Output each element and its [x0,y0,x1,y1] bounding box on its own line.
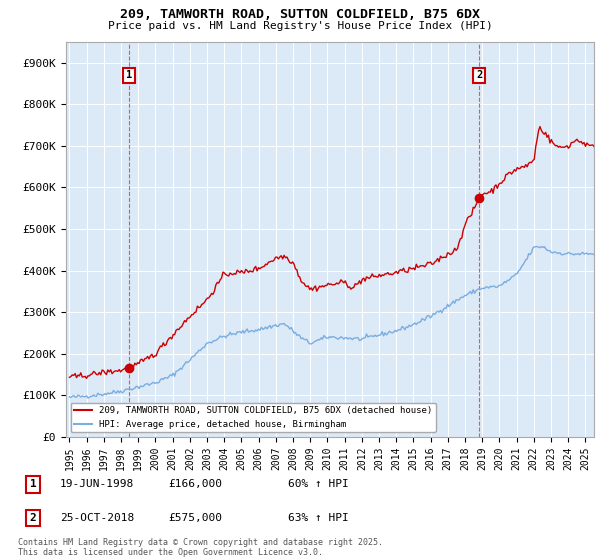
Text: £166,000: £166,000 [168,479,222,489]
Text: 60% ↑ HPI: 60% ↑ HPI [288,479,349,489]
Text: 2: 2 [476,70,482,80]
Legend: 209, TAMWORTH ROAD, SUTTON COLDFIELD, B75 6DX (detached house), HPI: Average pri: 209, TAMWORTH ROAD, SUTTON COLDFIELD, B7… [71,403,436,432]
Text: 25-OCT-2018: 25-OCT-2018 [60,513,134,523]
Text: 1: 1 [29,479,37,489]
Text: 2: 2 [29,513,37,523]
Text: 63% ↑ HPI: 63% ↑ HPI [288,513,349,523]
Text: 209, TAMWORTH ROAD, SUTTON COLDFIELD, B75 6DX: 209, TAMWORTH ROAD, SUTTON COLDFIELD, B7… [120,8,480,21]
Text: Price paid vs. HM Land Registry's House Price Index (HPI): Price paid vs. HM Land Registry's House … [107,21,493,31]
Text: £575,000: £575,000 [168,513,222,523]
Text: 19-JUN-1998: 19-JUN-1998 [60,479,134,489]
Text: Contains HM Land Registry data © Crown copyright and database right 2025.
This d: Contains HM Land Registry data © Crown c… [18,538,383,557]
Text: 1: 1 [126,70,132,80]
